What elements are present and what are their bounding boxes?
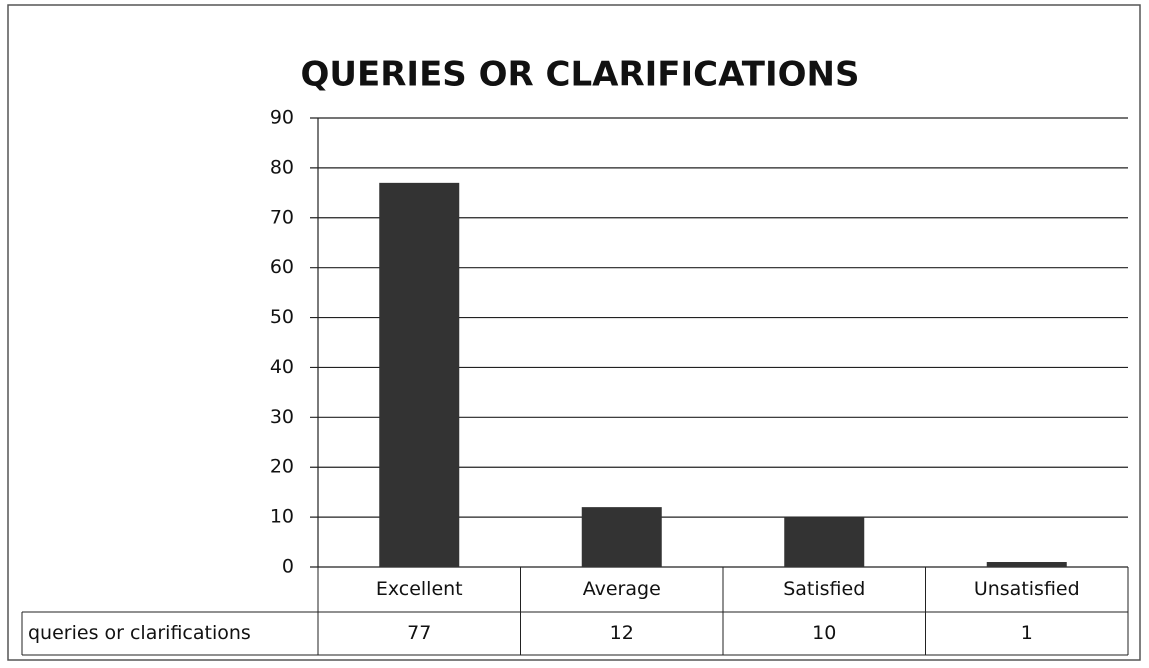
x-tick-label: Average — [583, 578, 661, 600]
x-tick-label: Excellent — [376, 578, 463, 600]
y-tick-label: 90 — [270, 107, 294, 129]
y-tick-label: 20 — [270, 456, 294, 478]
bar — [581, 507, 662, 567]
y-tick-label: 0 — [282, 556, 294, 578]
chart-border — [7, 4, 1141, 661]
bar — [784, 517, 865, 567]
table-value: 10 — [812, 622, 836, 644]
bar — [379, 182, 460, 567]
chart-title: QUERIES OR CLARIFICATIONS — [301, 55, 860, 95]
y-tick-label: 10 — [270, 506, 294, 528]
table-row-label: queries or clarifications — [28, 622, 251, 644]
table-value: 77 — [407, 622, 431, 644]
bar — [986, 562, 1067, 567]
table-value: 1 — [1021, 622, 1033, 644]
table-value: 12 — [610, 622, 634, 644]
y-tick-label: 50 — [270, 306, 294, 328]
x-tick-label: Satisfied — [783, 578, 865, 600]
x-tick-label: Unsatisfied — [974, 578, 1080, 600]
y-tick-label: 30 — [270, 406, 294, 428]
y-tick-label: 70 — [270, 206, 294, 228]
y-tick-label: 80 — [270, 156, 294, 178]
y-tick-label: 60 — [270, 256, 294, 278]
y-tick-label: 40 — [270, 356, 294, 378]
